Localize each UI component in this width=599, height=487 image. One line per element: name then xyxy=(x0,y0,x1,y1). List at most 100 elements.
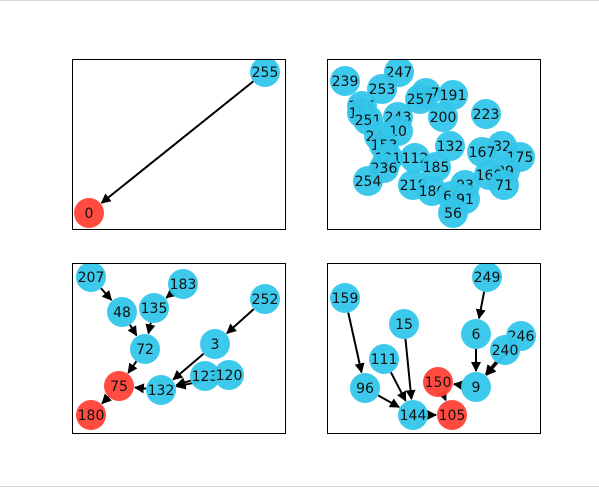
panel-frame xyxy=(327,59,541,230)
edge-240-9 xyxy=(485,361,497,376)
node-circle xyxy=(398,400,428,430)
node-label: 144 xyxy=(400,408,427,424)
node-circle xyxy=(471,99,501,129)
node-207: 207 xyxy=(76,264,106,292)
edge-207-48 xyxy=(100,287,113,301)
edge-132-75 xyxy=(133,383,147,394)
panel-top-right: 2392472531271912572151522512432002232411… xyxy=(327,59,541,230)
node-0: 0 xyxy=(74,198,104,228)
node-label: 72 xyxy=(136,342,154,358)
node-label: 105 xyxy=(439,408,466,424)
node-circle xyxy=(389,309,419,339)
node-159: 159 xyxy=(330,283,360,313)
edge-255-0 xyxy=(100,80,254,204)
node-150: 150 xyxy=(423,367,453,397)
node-6: 6 xyxy=(461,319,491,349)
node-label: 3 xyxy=(211,337,220,353)
node-label: 167 xyxy=(469,145,496,161)
node-240: 240 xyxy=(490,335,520,365)
edge-96-144 xyxy=(377,394,400,409)
node-label: 191 xyxy=(440,88,467,104)
node-252: 252 xyxy=(250,284,280,314)
node-label: 120 xyxy=(216,368,243,384)
node-circle xyxy=(369,344,399,374)
node-label: 249 xyxy=(474,270,501,286)
node-circle xyxy=(190,361,220,391)
node-label: 253 xyxy=(369,82,396,98)
node-label: 6 xyxy=(472,327,481,343)
node-253: 253 xyxy=(367,74,397,104)
node-105: 105 xyxy=(437,400,467,430)
node-label: 183 xyxy=(170,277,197,293)
node-254: 254 xyxy=(353,166,383,196)
node-label: 255 xyxy=(252,65,279,81)
edge-75-180 xyxy=(101,393,112,405)
panel-frame xyxy=(327,263,541,434)
edge-159-96 xyxy=(347,312,365,374)
node-label: 132 xyxy=(148,383,175,399)
node-circle xyxy=(76,264,106,292)
node-circle xyxy=(250,60,280,87)
node-label: 180 xyxy=(78,408,105,424)
node-label: 75 xyxy=(110,379,128,395)
node-circle xyxy=(130,334,160,364)
node-label: 71 xyxy=(495,178,513,194)
node-label: 135 xyxy=(141,301,168,317)
node-249: 249 xyxy=(472,264,502,292)
node-label: 159 xyxy=(332,291,359,307)
edge-48-72 xyxy=(127,324,138,337)
node-167: 167 xyxy=(467,137,497,167)
edge-9-150 xyxy=(452,380,464,391)
panel-frame xyxy=(72,263,286,434)
node-label: 200 xyxy=(430,110,457,126)
node-223: 223 xyxy=(471,99,501,129)
node-label: 207 xyxy=(78,270,105,286)
node-label: 111 xyxy=(371,352,398,368)
edge-252-3 xyxy=(226,308,255,335)
root-node-circle xyxy=(76,400,106,430)
node-label: 132 xyxy=(437,139,464,155)
edge-150-105 xyxy=(437,390,447,402)
node-label: 96 xyxy=(356,381,374,397)
node-123: 123 xyxy=(190,361,220,391)
node-label: 247 xyxy=(386,65,413,81)
node-label: 254 xyxy=(355,174,382,190)
node-circle xyxy=(146,375,176,405)
node-circle xyxy=(490,335,520,365)
node-circle xyxy=(461,319,491,349)
graph-panels: 2550239247253127191257215152251243200223… xyxy=(72,59,541,434)
edge-249-6 xyxy=(475,291,486,320)
node-120: 120 xyxy=(214,360,244,390)
node-72: 72 xyxy=(130,334,160,364)
edge-183-135 xyxy=(165,288,177,299)
node-circle xyxy=(250,284,280,314)
node-circle xyxy=(330,283,360,313)
node-circle xyxy=(214,360,244,390)
root-node-circle xyxy=(423,367,453,397)
node-circle xyxy=(353,166,383,196)
edge-72-75 xyxy=(127,360,138,374)
node-circle xyxy=(428,102,458,132)
node-144: 144 xyxy=(398,400,428,430)
edge-111-144 xyxy=(390,371,407,402)
node-circle xyxy=(330,66,360,96)
node-15: 15 xyxy=(389,309,419,339)
node-circle xyxy=(168,269,198,299)
node-label: 185 xyxy=(423,160,450,176)
node-circle xyxy=(367,74,397,104)
node-circle xyxy=(405,84,435,114)
node-circle xyxy=(467,137,497,167)
node-75: 75 xyxy=(104,371,134,401)
root-node-circle xyxy=(74,198,104,228)
panel-top-left: 255 0 xyxy=(72,59,286,230)
edge-135-72 xyxy=(145,322,156,335)
node-9: 9 xyxy=(461,372,491,402)
edge-15-144 xyxy=(404,338,416,401)
node-label: 15 xyxy=(395,317,413,333)
node-circle xyxy=(461,372,491,402)
node-200: 200 xyxy=(428,102,458,132)
node-circle xyxy=(107,297,137,327)
node-135: 135 xyxy=(139,293,169,323)
